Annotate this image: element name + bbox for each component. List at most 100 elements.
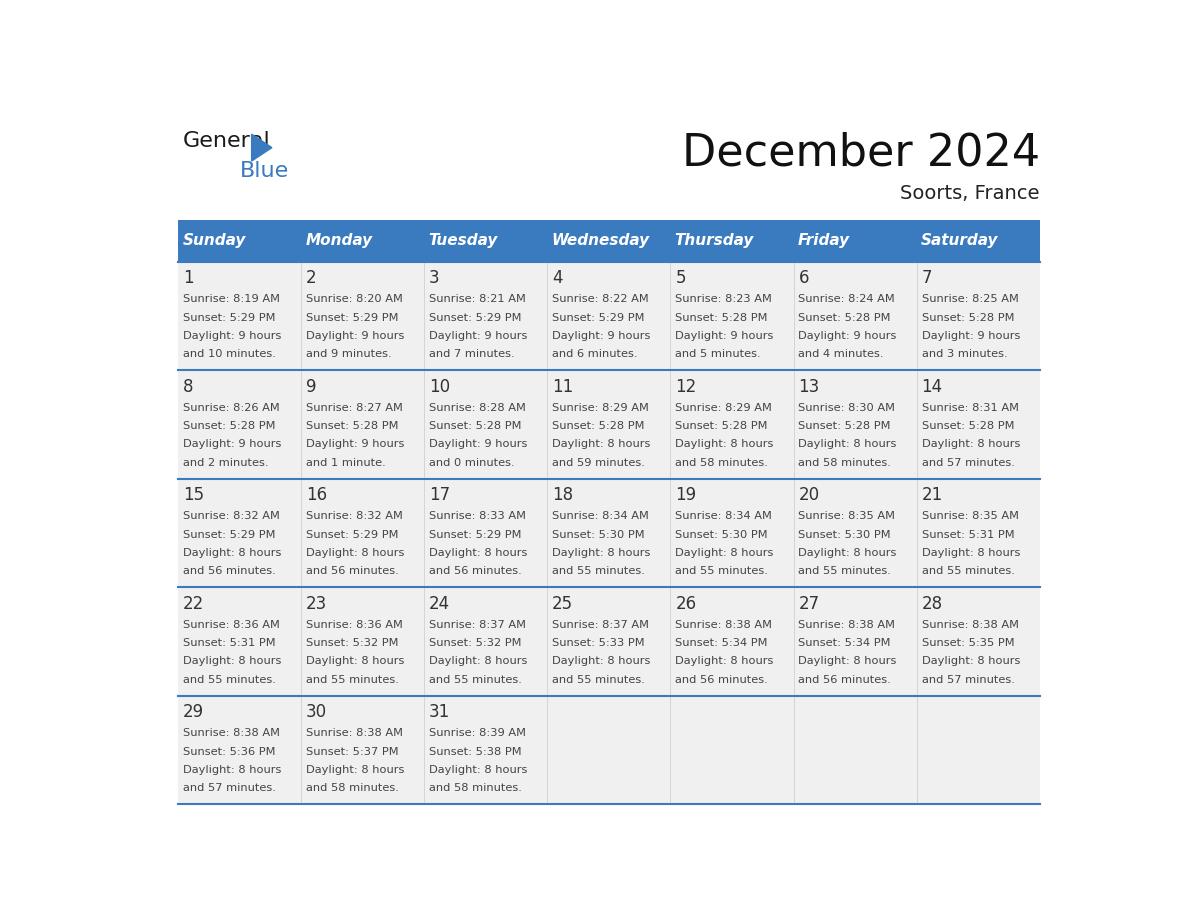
Text: Sunset: 5:30 PM: Sunset: 5:30 PM [798,530,891,540]
Text: Sunrise: 8:23 AM: Sunrise: 8:23 AM [675,295,772,305]
Text: and 55 minutes.: and 55 minutes. [675,566,769,576]
Text: Sunrise: 8:32 AM: Sunrise: 8:32 AM [307,511,403,521]
Text: Sunrise: 8:34 AM: Sunrise: 8:34 AM [552,511,649,521]
Text: and 56 minutes.: and 56 minutes. [307,566,399,576]
Text: Sunrise: 8:38 AM: Sunrise: 8:38 AM [798,620,896,630]
Text: and 57 minutes.: and 57 minutes. [183,783,276,793]
Text: Sunset: 5:38 PM: Sunset: 5:38 PM [429,746,522,756]
Text: 19: 19 [675,487,696,504]
Text: and 55 minutes.: and 55 minutes. [798,566,891,576]
Text: Sunrise: 8:24 AM: Sunrise: 8:24 AM [798,295,896,305]
Text: Sunset: 5:32 PM: Sunset: 5:32 PM [429,638,522,648]
Text: Daylight: 9 hours: Daylight: 9 hours [183,330,282,341]
Text: Sunrise: 8:38 AM: Sunrise: 8:38 AM [307,728,403,738]
Text: Sunset: 5:31 PM: Sunset: 5:31 PM [183,638,276,648]
Text: 7: 7 [922,269,933,287]
Text: Daylight: 8 hours: Daylight: 8 hours [183,765,282,775]
Text: and 2 minutes.: and 2 minutes. [183,457,268,467]
Text: and 7 minutes.: and 7 minutes. [429,349,514,359]
Text: 30: 30 [307,703,327,722]
Text: Sunset: 5:37 PM: Sunset: 5:37 PM [307,746,399,756]
Text: Daylight: 9 hours: Daylight: 9 hours [183,440,282,449]
Text: Sunset: 5:29 PM: Sunset: 5:29 PM [429,313,522,322]
Text: Daylight: 9 hours: Daylight: 9 hours [307,440,404,449]
Text: and 6 minutes.: and 6 minutes. [552,349,638,359]
Text: and 55 minutes.: and 55 minutes. [183,675,276,685]
Text: Sunrise: 8:35 AM: Sunrise: 8:35 AM [922,511,1018,521]
Text: Sunrise: 8:38 AM: Sunrise: 8:38 AM [675,620,772,630]
Text: and 55 minutes.: and 55 minutes. [552,566,645,576]
Text: Sunset: 5:31 PM: Sunset: 5:31 PM [922,530,1015,540]
Text: Sunset: 5:33 PM: Sunset: 5:33 PM [552,638,645,648]
Text: Sunrise: 8:36 AM: Sunrise: 8:36 AM [307,620,403,630]
Text: Sunset: 5:28 PM: Sunset: 5:28 PM [429,421,522,431]
Text: Sunset: 5:35 PM: Sunset: 5:35 PM [922,638,1015,648]
Text: Sunset: 5:28 PM: Sunset: 5:28 PM [552,421,645,431]
Text: Sunset: 5:29 PM: Sunset: 5:29 PM [307,530,398,540]
Text: Daylight: 8 hours: Daylight: 8 hours [183,656,282,666]
Text: Daylight: 9 hours: Daylight: 9 hours [798,330,897,341]
Text: Sunset: 5:28 PM: Sunset: 5:28 PM [183,421,276,431]
Text: Daylight: 8 hours: Daylight: 8 hours [675,440,773,449]
Text: Sunrise: 8:38 AM: Sunrise: 8:38 AM [922,620,1018,630]
Text: Thursday: Thursday [675,233,754,248]
Text: Sunset: 5:28 PM: Sunset: 5:28 PM [675,421,767,431]
Bar [178,479,1040,588]
Text: Daylight: 9 hours: Daylight: 9 hours [922,330,1020,341]
Text: Sunrise: 8:25 AM: Sunrise: 8:25 AM [922,295,1018,305]
Text: Daylight: 8 hours: Daylight: 8 hours [798,440,897,449]
Text: Daylight: 8 hours: Daylight: 8 hours [429,656,527,666]
Text: Soorts, France: Soorts, France [901,185,1040,204]
Text: Sunset: 5:32 PM: Sunset: 5:32 PM [307,638,398,648]
Text: 18: 18 [552,487,574,504]
Text: 25: 25 [552,595,574,613]
Text: 17: 17 [429,487,450,504]
Text: 8: 8 [183,378,194,396]
Text: Sunrise: 8:20 AM: Sunrise: 8:20 AM [307,295,403,305]
Text: Sunset: 5:28 PM: Sunset: 5:28 PM [922,313,1015,322]
Text: and 10 minutes.: and 10 minutes. [183,349,276,359]
Text: General: General [183,131,271,151]
Text: Daylight: 8 hours: Daylight: 8 hours [307,765,404,775]
Text: 31: 31 [429,703,450,722]
Text: 9: 9 [307,378,316,396]
Text: Sunset: 5:34 PM: Sunset: 5:34 PM [675,638,767,648]
Bar [178,696,1040,804]
Text: Sunrise: 8:37 AM: Sunrise: 8:37 AM [429,620,526,630]
Text: Daylight: 8 hours: Daylight: 8 hours [552,548,651,558]
Text: and 5 minutes.: and 5 minutes. [675,349,762,359]
Polygon shape [252,134,272,161]
Text: Daylight: 8 hours: Daylight: 8 hours [429,548,527,558]
Text: Sunrise: 8:19 AM: Sunrise: 8:19 AM [183,295,280,305]
Text: Daylight: 8 hours: Daylight: 8 hours [552,440,651,449]
Text: Daylight: 8 hours: Daylight: 8 hours [798,656,897,666]
Text: and 55 minutes.: and 55 minutes. [922,566,1015,576]
Text: and 58 minutes.: and 58 minutes. [307,783,399,793]
Text: 2: 2 [307,269,317,287]
Text: 24: 24 [429,595,450,613]
Text: Daylight: 9 hours: Daylight: 9 hours [307,330,404,341]
Text: and 56 minutes.: and 56 minutes. [798,675,891,685]
Text: and 3 minutes.: and 3 minutes. [922,349,1007,359]
Text: Sunset: 5:29 PM: Sunset: 5:29 PM [183,313,276,322]
Text: Saturday: Saturday [921,233,998,248]
Text: and 9 minutes.: and 9 minutes. [307,349,392,359]
Text: Sunset: 5:28 PM: Sunset: 5:28 PM [922,421,1015,431]
Text: Sunrise: 8:26 AM: Sunrise: 8:26 AM [183,403,279,413]
Text: 10: 10 [429,378,450,396]
Text: Sunrise: 8:32 AM: Sunrise: 8:32 AM [183,511,279,521]
Text: Sunset: 5:29 PM: Sunset: 5:29 PM [183,530,276,540]
Text: Sunrise: 8:34 AM: Sunrise: 8:34 AM [675,511,772,521]
Text: 21: 21 [922,487,943,504]
Text: Sunset: 5:36 PM: Sunset: 5:36 PM [183,746,276,756]
Text: December 2024: December 2024 [682,131,1040,174]
Text: Daylight: 8 hours: Daylight: 8 hours [183,548,282,558]
Text: Sunrise: 8:27 AM: Sunrise: 8:27 AM [307,403,403,413]
Text: Daylight: 8 hours: Daylight: 8 hours [675,548,773,558]
Text: Daylight: 8 hours: Daylight: 8 hours [922,548,1020,558]
Text: Daylight: 8 hours: Daylight: 8 hours [307,548,404,558]
Text: 14: 14 [922,378,942,396]
Text: and 58 minutes.: and 58 minutes. [429,783,522,793]
Text: Daylight: 9 hours: Daylight: 9 hours [429,440,527,449]
Text: 15: 15 [183,487,204,504]
